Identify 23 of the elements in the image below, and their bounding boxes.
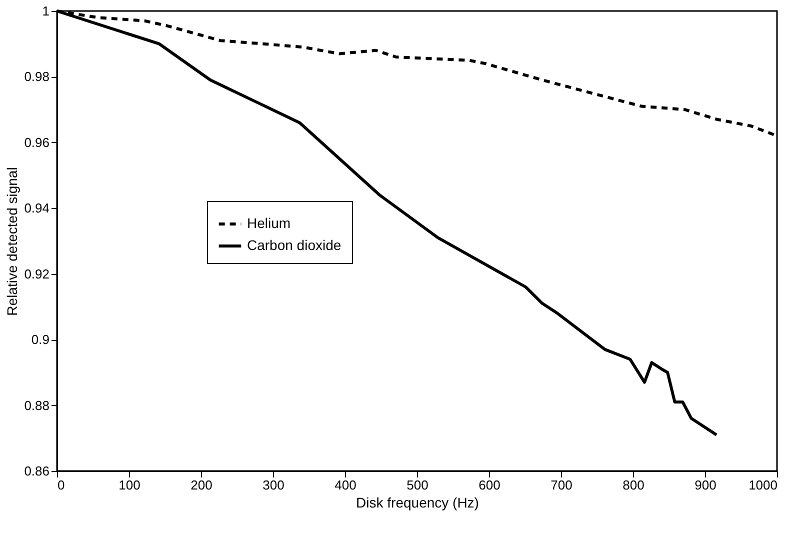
- x-tick-label: 1000: [748, 478, 778, 492]
- legend-label: Helium: [247, 215, 291, 231]
- y-tick-label: 0.86: [24, 464, 50, 478]
- x-tick-label: 700: [550, 478, 572, 492]
- x-axis-title: Disk frequency (Hz): [356, 494, 479, 510]
- y-tick-label: 0.88: [24, 398, 50, 413]
- x-tick-label: 300: [262, 478, 284, 492]
- x-tick-label: 200: [190, 478, 212, 492]
- legend-label: Carbon dioxide: [247, 237, 342, 253]
- y-tick-label: 0.9: [31, 332, 50, 348]
- x-tick-label: 900: [694, 478, 716, 492]
- y-tick-label: 0.94: [24, 200, 50, 216]
- y-axis-title: Relative detected signal: [4, 167, 20, 316]
- x-tick-label: 600: [478, 478, 500, 492]
- y-tick-label: 1: [42, 4, 50, 18]
- x-tick-label: 0: [58, 478, 65, 492]
- y-tick-label: 0.96: [24, 134, 50, 150]
- x-tick-label: 100: [118, 478, 140, 492]
- x-tick-label: 400: [334, 478, 356, 492]
- x-tick-label: 800: [622, 478, 644, 492]
- x-tick-label: 500: [406, 478, 428, 492]
- y-tick-label: 0.98: [24, 69, 50, 84]
- y-tick-label: 0.92: [24, 266, 50, 282]
